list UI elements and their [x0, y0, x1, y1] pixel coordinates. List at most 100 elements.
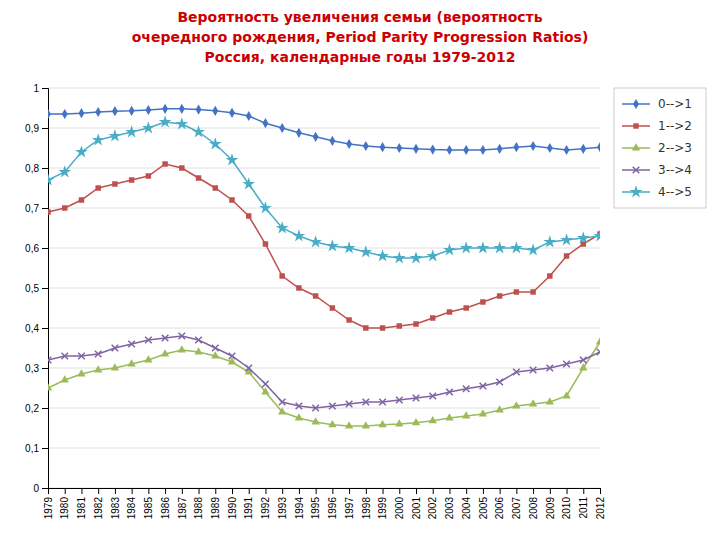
tick-label: 1997 [344, 497, 355, 520]
tick-mark [483, 488, 484, 494]
legend-symbol [633, 123, 638, 128]
x-axis: 1979198019811982198319841985198619871988… [43, 488, 606, 519]
marker [513, 369, 520, 376]
marker [447, 309, 452, 314]
marker [129, 177, 134, 182]
tick-label: 1992 [260, 497, 271, 520]
marker [579, 363, 587, 370]
tick: 1991 [243, 488, 254, 519]
marker [179, 104, 185, 114]
tick: 2001 [411, 488, 422, 519]
legend-label: 4-->5 [658, 185, 692, 199]
tick-mark [42, 408, 48, 409]
tick-mark [449, 488, 450, 494]
legend-box [614, 88, 706, 208]
marker [546, 397, 554, 404]
marker [94, 365, 102, 372]
grid-line [48, 168, 600, 169]
tick-mark [550, 488, 551, 494]
chart: Вероятность увеличения семьи (вероятност… [0, 0, 720, 540]
marker [209, 137, 222, 149]
marker [480, 145, 486, 155]
tick: 2004 [461, 488, 472, 519]
marker [263, 118, 269, 128]
marker [513, 142, 519, 152]
marker [48, 109, 51, 119]
marks [48, 104, 600, 429]
tick-mark [249, 488, 250, 494]
marker [328, 420, 336, 427]
tick: 1979 [43, 488, 54, 519]
marker [296, 285, 301, 290]
legend-label: 0-->1 [658, 97, 692, 111]
marker [346, 317, 351, 322]
marker [245, 365, 252, 372]
tick-label: 1981 [76, 497, 87, 520]
marker [279, 273, 284, 278]
marker [161, 349, 169, 356]
marker [426, 249, 439, 261]
marker [560, 233, 573, 245]
grid-line [48, 368, 600, 369]
marker [313, 293, 318, 298]
marker [395, 419, 403, 426]
legend-item: 0-->1 [622, 97, 692, 111]
marker [144, 355, 152, 362]
marker [213, 185, 218, 190]
marker [79, 197, 84, 202]
marker [580, 357, 587, 364]
marker [229, 353, 236, 360]
marker [413, 395, 420, 402]
title: Вероятность увеличения семьи (вероятност… [132, 9, 589, 65]
marker [276, 221, 289, 233]
tick-mark [42, 288, 48, 289]
tick: 1980 [59, 488, 70, 519]
marker [346, 401, 353, 408]
marker [413, 321, 418, 326]
tick: 1984 [126, 488, 137, 519]
tick: 0,7 [25, 203, 48, 214]
marker [479, 409, 487, 416]
marker [326, 239, 339, 251]
marker [125, 125, 138, 137]
tick-mark [232, 488, 233, 494]
tick-mark [466, 488, 467, 494]
tick-mark [567, 488, 568, 494]
tick: 1995 [310, 488, 321, 519]
marker [145, 105, 151, 115]
tick: 1987 [177, 488, 188, 519]
marker [295, 413, 303, 420]
marker [530, 289, 535, 294]
marker [493, 241, 506, 253]
marker [496, 379, 503, 386]
tick: 1999 [377, 488, 388, 519]
tick-label: 0,7 [25, 203, 39, 214]
legend-symbol [633, 99, 639, 109]
tick-label: 1988 [193, 497, 204, 520]
legend-item: 2-->3 [622, 141, 692, 155]
tick-mark [316, 488, 317, 494]
tick-label: 2000 [394, 497, 405, 520]
marker [429, 416, 437, 423]
tick-mark [215, 488, 216, 494]
tick-label: 2004 [461, 497, 472, 520]
tick-label: 1980 [59, 497, 70, 520]
marker [109, 129, 122, 141]
marker [48, 357, 51, 364]
marker [580, 144, 586, 154]
tick-label: 1983 [110, 497, 121, 520]
marker [229, 108, 235, 118]
tick-label: 2006 [494, 497, 505, 520]
tick: 0,5 [25, 283, 48, 294]
marker [127, 359, 135, 366]
series [48, 104, 600, 155]
marker [530, 367, 537, 374]
marker [363, 141, 369, 151]
marker [62, 205, 67, 210]
marker [142, 121, 155, 133]
tick: 0,2 [25, 403, 48, 414]
tick-mark [332, 488, 333, 494]
tick: 0,6 [25, 243, 48, 254]
tick-label: 2009 [545, 497, 556, 520]
marker [529, 399, 537, 406]
